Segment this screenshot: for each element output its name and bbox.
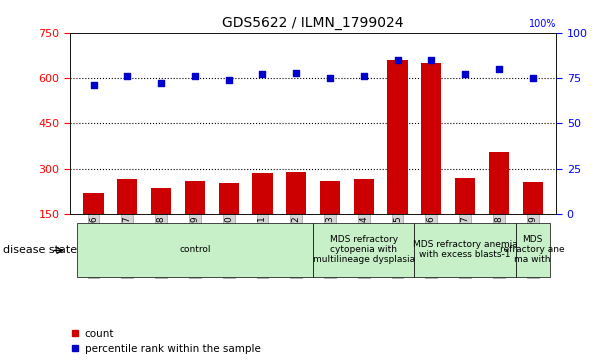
Point bbox=[122, 73, 132, 79]
Point bbox=[460, 72, 470, 77]
Bar bbox=[387, 60, 408, 214]
Bar bbox=[117, 179, 137, 214]
Bar bbox=[455, 178, 475, 214]
Bar bbox=[489, 152, 509, 214]
FancyBboxPatch shape bbox=[313, 223, 415, 277]
Legend: count, percentile rank within the sample: count, percentile rank within the sample bbox=[66, 325, 265, 358]
Bar bbox=[286, 172, 306, 214]
Bar bbox=[421, 63, 441, 214]
Point bbox=[393, 57, 402, 63]
Text: disease state: disease state bbox=[3, 245, 77, 256]
Point bbox=[325, 75, 335, 81]
Bar bbox=[151, 188, 171, 214]
Bar bbox=[218, 183, 239, 214]
Point bbox=[291, 70, 301, 76]
FancyBboxPatch shape bbox=[77, 223, 313, 277]
Text: MDS
refractory ane
ma with: MDS refractory ane ma with bbox=[500, 234, 565, 265]
FancyBboxPatch shape bbox=[516, 223, 550, 277]
Point bbox=[156, 81, 166, 86]
Bar bbox=[185, 181, 205, 214]
Bar bbox=[522, 182, 543, 214]
Point bbox=[426, 57, 436, 63]
Point bbox=[258, 72, 268, 77]
Title: GDS5622 / ILMN_1799024: GDS5622 / ILMN_1799024 bbox=[223, 16, 404, 30]
Point bbox=[89, 82, 98, 88]
Point bbox=[494, 66, 504, 72]
Text: control: control bbox=[179, 245, 210, 254]
Point bbox=[190, 73, 200, 79]
Text: MDS refractory anemia
with excess blasts-1: MDS refractory anemia with excess blasts… bbox=[413, 240, 517, 259]
Text: MDS refractory
cytopenia with
multilineage dysplasia: MDS refractory cytopenia with multilinea… bbox=[313, 234, 415, 265]
Point bbox=[224, 77, 233, 83]
FancyBboxPatch shape bbox=[415, 223, 516, 277]
Point bbox=[359, 73, 368, 79]
Bar bbox=[252, 174, 272, 214]
Point bbox=[528, 75, 537, 81]
Bar bbox=[354, 179, 374, 214]
Bar bbox=[320, 181, 340, 214]
Text: 100%: 100% bbox=[529, 19, 556, 29]
Bar bbox=[83, 193, 104, 214]
